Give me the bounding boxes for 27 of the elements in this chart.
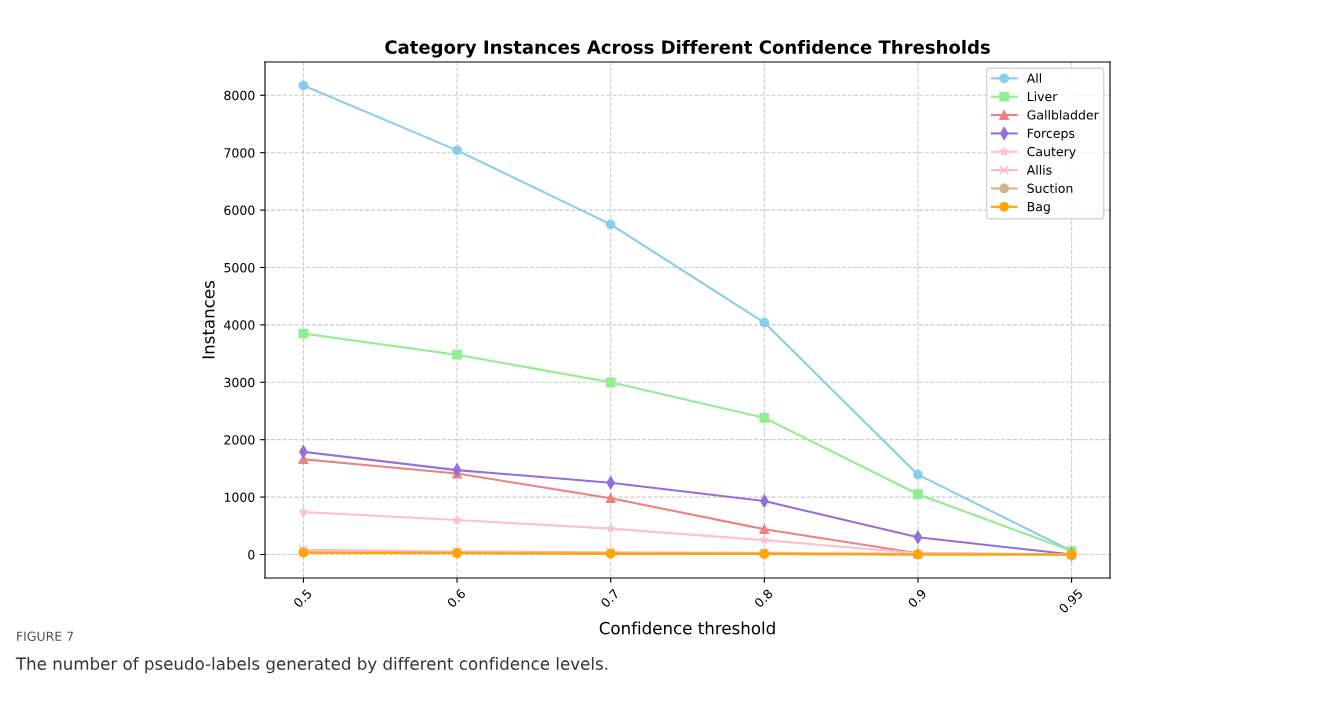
legend-label: Liver bbox=[1027, 91, 1058, 102]
legend-label: Bag bbox=[1027, 202, 1050, 214]
legend-label: Forceps bbox=[1027, 128, 1075, 141]
y-tick-label: 2000 bbox=[224, 435, 255, 445]
legend-label: Suction bbox=[1027, 183, 1073, 194]
text: The number of pseudo-labels generated by different confidence levels. bbox=[15, 657, 608, 674]
y-tick-label: 0 bbox=[248, 549, 255, 560]
legend-label: Allis bbox=[1026, 164, 1052, 175]
x-tick-label: 0.7 bbox=[600, 588, 620, 609]
y-tick-label: 8000 bbox=[224, 90, 255, 101]
legend-label: Gallbladder bbox=[1027, 109, 1099, 120]
x-tick-label: 0.8 bbox=[753, 588, 774, 609]
y-tick-label: 7000 bbox=[224, 148, 255, 158]
legend-label: All bbox=[1026, 73, 1042, 83]
y-axis-title: Instances bbox=[202, 281, 215, 359]
x-tick-label: 0.6 bbox=[446, 588, 467, 609]
caption: FIGURE 7 bbox=[17, 631, 74, 641]
chart-title: Category Instances Across Different Confidence Thresholds bbox=[385, 39, 990, 58]
y-tick-label: 5000 bbox=[224, 262, 255, 273]
y-tick-label: 3000 bbox=[224, 377, 255, 388]
y-tick-label: 6000 bbox=[224, 205, 255, 216]
legend-label: Cautery bbox=[1027, 146, 1076, 159]
y-tick-label: 4000 bbox=[224, 320, 255, 330]
x-axis-title: Confidence threshold bbox=[599, 621, 775, 635]
x-tick-label: 0.9 bbox=[907, 588, 927, 609]
x-tick-label: 0.5 bbox=[292, 588, 313, 609]
y-tick-label: 1000 bbox=[224, 492, 255, 502]
